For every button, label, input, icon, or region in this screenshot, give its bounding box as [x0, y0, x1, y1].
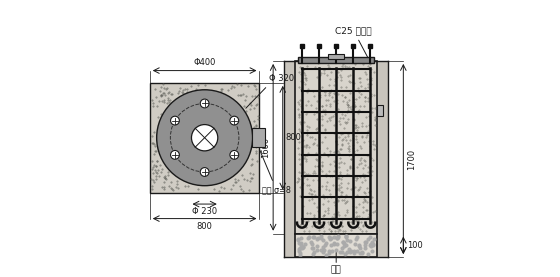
- Text: Φ 320: Φ 320: [269, 74, 294, 83]
- Text: 钔板 σ=8: 钔板 σ=8: [260, 150, 291, 195]
- Circle shape: [171, 116, 179, 125]
- Bar: [377, 105, 384, 116]
- Circle shape: [157, 90, 253, 186]
- Bar: [298, 57, 374, 63]
- Circle shape: [171, 150, 179, 159]
- Text: 800: 800: [286, 133, 301, 142]
- Text: 碎石: 碎石: [331, 265, 342, 274]
- Text: C25 混凝土: C25 混凝土: [335, 26, 372, 63]
- Circle shape: [192, 125, 218, 151]
- Circle shape: [230, 116, 239, 125]
- Circle shape: [230, 150, 239, 159]
- Bar: [295, 61, 377, 234]
- Text: 800: 800: [197, 222, 213, 231]
- Text: 1600: 1600: [261, 137, 270, 158]
- Bar: [284, 61, 388, 257]
- Circle shape: [200, 168, 209, 176]
- Text: 100: 100: [407, 241, 422, 250]
- Bar: [252, 128, 265, 147]
- Bar: [295, 234, 377, 257]
- Text: Φ 230: Φ 230: [192, 207, 217, 216]
- Circle shape: [200, 99, 209, 108]
- Text: Φ400: Φ400: [193, 58, 216, 67]
- Text: 1700: 1700: [407, 148, 416, 170]
- Bar: [150, 83, 259, 193]
- Bar: [328, 54, 344, 59]
